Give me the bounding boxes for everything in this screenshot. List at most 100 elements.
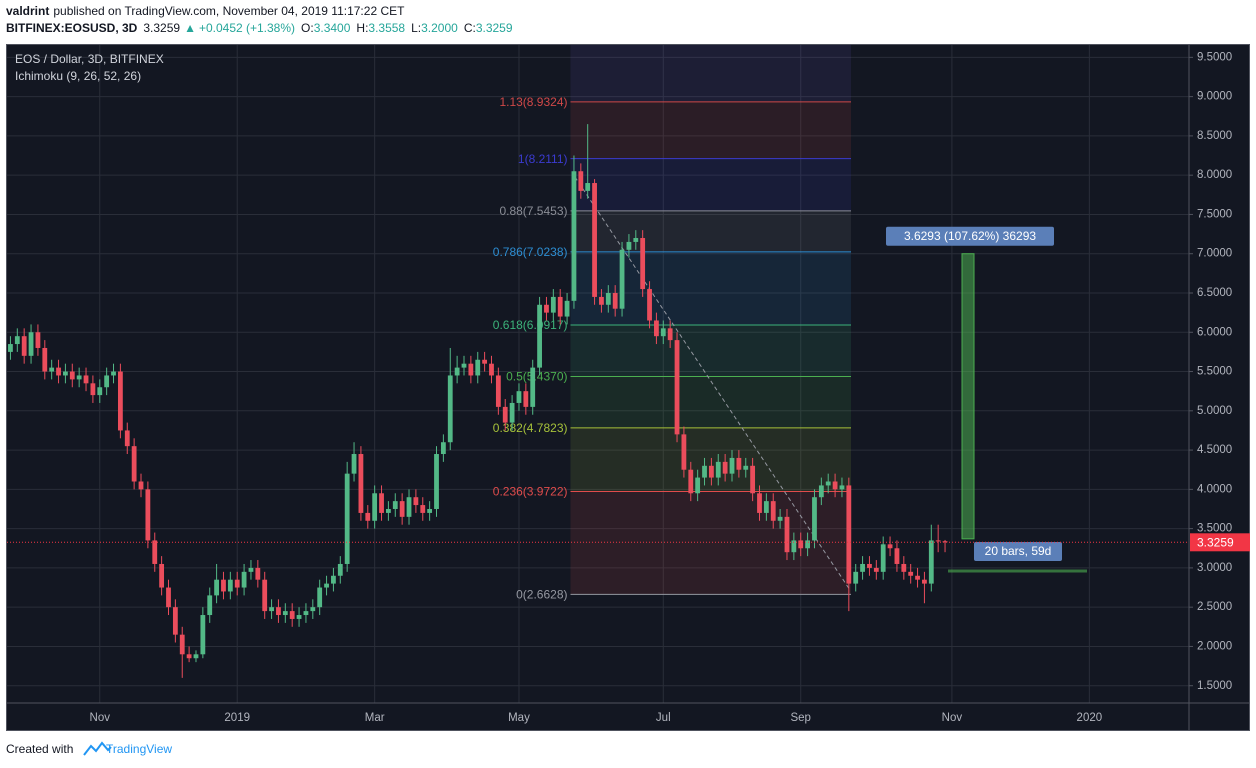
candle-body	[447, 375, 453, 443]
candle-body	[832, 481, 838, 490]
y-tick-label: 3.0000	[1197, 562, 1232, 574]
fib-label: 0.5(5.4370)	[506, 370, 567, 384]
trend-line	[574, 176, 851, 591]
candle-body	[317, 587, 323, 608]
fib-label: 0.236(3.9722)	[493, 485, 568, 499]
publish-line: valdrint published on TradingView.com, No…	[6, 4, 405, 18]
candle-body	[537, 304, 542, 368]
chart-title: EOS / Dollar, 3D, BITFINEX	[15, 52, 164, 66]
candle-body	[14, 336, 20, 345]
up-arrow: ▲	[184, 21, 196, 35]
x-tick-label: 2019	[224, 712, 250, 724]
x-tick-label: Jul	[656, 712, 671, 724]
candle-body	[365, 512, 371, 521]
candle-body	[729, 457, 735, 474]
candle-body	[805, 540, 810, 549]
candle-body	[516, 391, 522, 403]
candle-body	[495, 375, 501, 407]
candle-body	[853, 571, 859, 584]
x-tick-label: Mar	[365, 712, 385, 724]
candle-body	[117, 371, 123, 431]
quote-value: 3.3558	[368, 21, 405, 35]
candle-body	[654, 320, 659, 337]
y-tick-label: 8.0000	[1197, 169, 1232, 181]
candle-body	[131, 446, 137, 482]
candle-body	[358, 454, 364, 513]
candle-body	[461, 363, 467, 368]
candle-body	[592, 183, 597, 297]
y-tick-label: 9.5000	[1197, 51, 1232, 63]
x-tick-label: Sep	[790, 712, 810, 724]
candle-body	[578, 171, 584, 191]
candle-body	[193, 654, 199, 659]
candle-body	[310, 607, 316, 612]
candle-body	[344, 473, 350, 564]
candle-body	[640, 238, 646, 290]
y-tick-label: 5.5000	[1197, 366, 1232, 378]
candle-body	[867, 563, 872, 568]
candle-body	[777, 516, 783, 521]
candle-body	[234, 579, 240, 588]
candle-body	[427, 508, 433, 513]
candle-body	[770, 501, 776, 521]
published-info: published on TradingView.com, November 0…	[53, 4, 405, 18]
candle-body	[743, 465, 749, 470]
candle-body	[63, 371, 68, 376]
quote-line: BITFINEX:EOSUSD, 3D 3.3259 ▲ +0.0452 (+1.38…	[6, 21, 513, 35]
y-tick-label: 5.0000	[1197, 405, 1232, 417]
y-tick-label: 6.0000	[1197, 326, 1232, 338]
candle-body	[695, 477, 701, 494]
candle-body	[386, 508, 391, 513]
candle-body	[901, 563, 907, 572]
candle-body	[489, 363, 494, 376]
candle-body	[468, 363, 474, 376]
candle-body	[750, 465, 756, 494]
candle-body	[798, 540, 804, 549]
candle-body	[124, 430, 130, 447]
candle-body	[928, 540, 934, 584]
candle-body	[379, 493, 384, 513]
footer-brand[interactable]: TradingView	[106, 742, 172, 756]
change: +0.0452 (+1.38%)	[199, 21, 295, 35]
quote-value: 3.3259	[476, 21, 513, 35]
candle-body	[255, 567, 261, 580]
candle-body	[557, 296, 563, 317]
candle-body	[784, 516, 790, 553]
candle-body	[825, 481, 831, 486]
fib-label: 0.786(7.0238)	[493, 245, 568, 259]
fib-label: 1(8.2111)	[518, 152, 568, 166]
x-tick-label: 2020	[1077, 712, 1103, 724]
candle-body	[887, 544, 893, 549]
y-tick-label: 1.5000	[1197, 680, 1232, 692]
quote-value: 3.2000	[421, 21, 458, 35]
x-tick-label: Nov	[90, 712, 111, 724]
candle-body	[880, 544, 886, 572]
candle-body	[585, 183, 591, 191]
fib-label: 0(2.6628)	[516, 588, 567, 602]
logo	[83, 741, 112, 756]
quote-key: L:	[411, 21, 421, 35]
candle-body	[172, 607, 178, 635]
candle-body	[138, 481, 144, 490]
candle-body	[159, 563, 165, 588]
candle-body	[935, 540, 941, 542]
y-tick-label: 4.5000	[1197, 444, 1232, 456]
candle-body	[282, 611, 288, 616]
measure-label: 3.6293 (107.62%) 36293	[904, 229, 1036, 243]
measure-label-box	[886, 226, 1054, 246]
candle-body	[715, 461, 721, 478]
footer-text: Created with	[6, 742, 73, 756]
candle-body	[660, 328, 666, 337]
fib-band	[570, 427, 851, 492]
candle-body	[207, 595, 213, 616]
candle-body	[35, 332, 41, 348]
y-tick-label: 2.5000	[1197, 601, 1232, 613]
candle-body	[544, 304, 549, 313]
candle-body	[248, 567, 254, 572]
candle-body	[791, 540, 797, 553]
candle-body	[56, 367, 61, 376]
y-tick-label: 9.0000	[1197, 91, 1232, 103]
candle-body	[915, 575, 920, 580]
candle-body	[289, 611, 295, 619]
author[interactable]: valdrint	[6, 4, 49, 18]
